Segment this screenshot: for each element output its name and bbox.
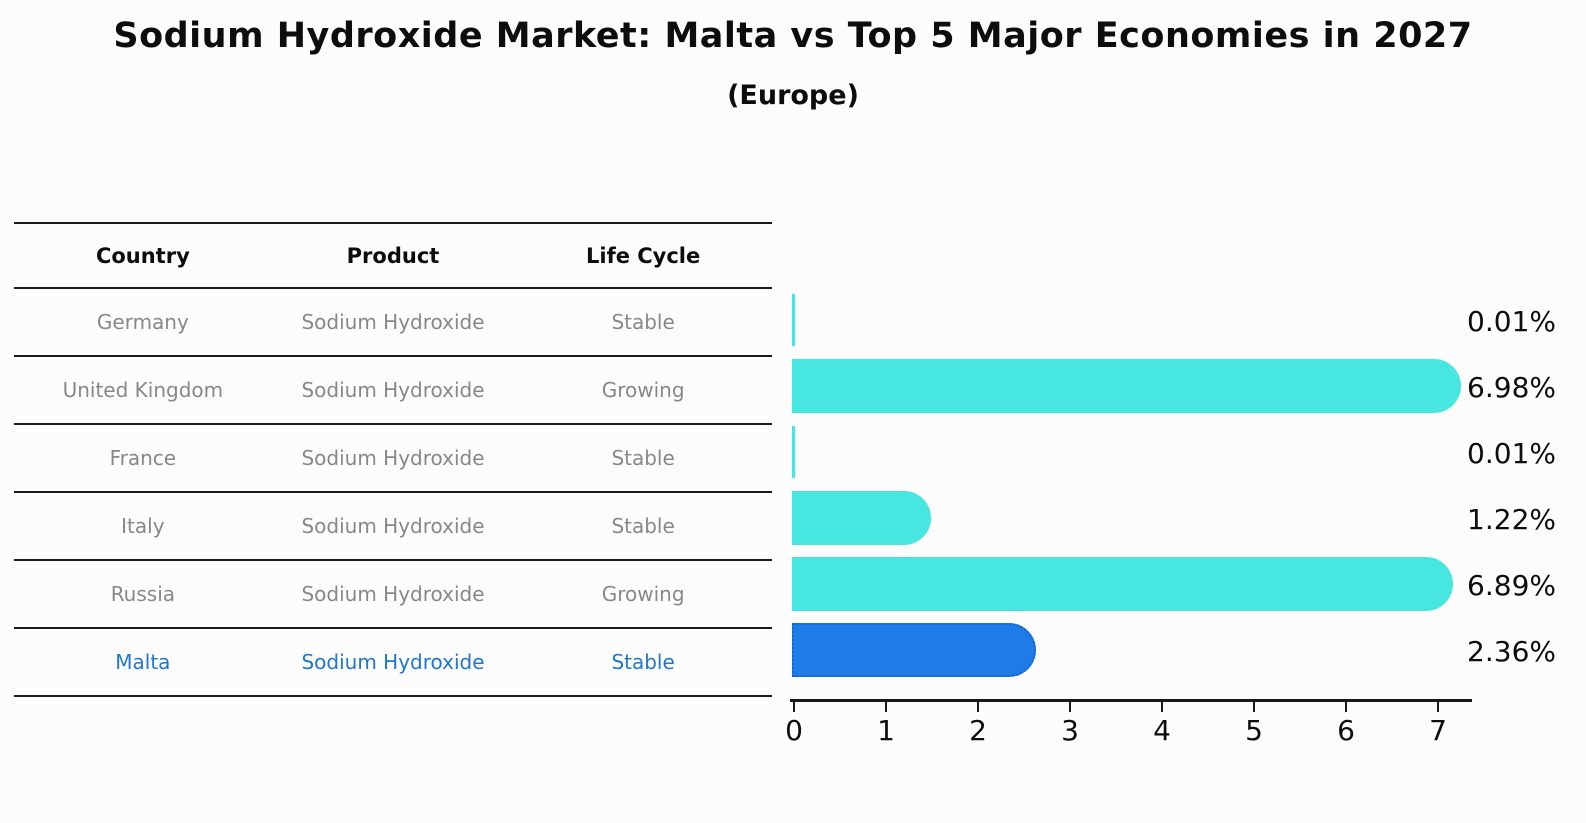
country-table: Country Product Life Cycle Germany Sodium… <box>14 222 772 697</box>
table-cell-life-cycle: Stable <box>611 650 675 674</box>
table-cell-product: Sodium Hydroxide <box>301 514 485 538</box>
table-row: United Kingdom Sodium Hydroxide Growing <box>14 357 772 425</box>
table-cell-product: Sodium Hydroxide <box>301 378 485 402</box>
table-row: Germany Sodium Hydroxide Stable <box>14 289 772 357</box>
bar-value-label: 2.36% <box>1467 635 1556 668</box>
x-axis-tick <box>793 702 795 712</box>
x-axis-tick <box>885 702 887 712</box>
table-cell-country: Russia <box>110 582 176 606</box>
table-cell-country: Italy <box>121 514 165 538</box>
x-axis-tick-label: 1 <box>877 714 895 747</box>
bar-value-label: 0.01% <box>1467 437 1556 470</box>
bar-united-kingdom <box>792 359 1462 413</box>
table-cell-life-cycle: Stable <box>611 514 675 538</box>
x-axis-tick <box>1437 702 1439 712</box>
table-cell-country: Malta <box>115 650 171 674</box>
table-header-lifecycle: Life Cycle <box>585 243 701 268</box>
table-row: Italy Sodium Hydroxide Stable <box>14 493 772 561</box>
x-axis <box>790 699 1473 702</box>
bar-value-label: 0.01% <box>1467 305 1556 338</box>
table-row: Malta Sodium Hydroxide Stable <box>14 629 772 697</box>
bar-malta <box>792 623 1037 677</box>
bar-value-label: 6.98% <box>1467 371 1556 404</box>
chart-title: Sodium Hydroxide Market: Malta vs Top 5 … <box>113 16 1473 56</box>
x-axis-tick-label: 0 <box>785 714 803 747</box>
table-row: Russia Sodium Hydroxide Growing <box>14 561 772 629</box>
x-axis-tick-label: 3 <box>1061 714 1079 747</box>
x-axis-tick <box>1253 702 1255 712</box>
x-axis-tick-label: 2 <box>969 714 987 747</box>
table-cell-life-cycle: Stable <box>611 446 675 470</box>
x-axis-tick <box>977 702 979 712</box>
x-axis-tick-label: 6 <box>1337 714 1355 747</box>
table-body: Germany Sodium Hydroxide Stable United King… <box>14 289 772 697</box>
x-axis-tick-label: 4 <box>1153 714 1171 747</box>
table-cell-country: France <box>109 446 177 470</box>
table-header-row: Country Product Life Cycle <box>14 222 772 289</box>
table-cell-product: Sodium Hydroxide <box>301 582 485 606</box>
x-axis-tick-label: 7 <box>1429 714 1447 747</box>
table-cell-country: United Kingdom <box>62 378 224 402</box>
table-cell-product: Sodium Hydroxide <box>301 650 485 674</box>
table-cell-product: Sodium Hydroxide <box>301 310 485 334</box>
bar-value-label: 6.89% <box>1467 569 1556 602</box>
table-cell-product: Sodium Hydroxide <box>301 446 485 470</box>
x-axis-tick-label: 5 <box>1245 714 1263 747</box>
table-row: France Sodium Hydroxide Stable <box>14 425 772 493</box>
table-header-product: Product <box>346 243 440 268</box>
chart-subtitle: (Europe) <box>727 80 859 111</box>
table-header-country: Country <box>95 243 190 268</box>
table-cell-life-cycle: Growing <box>601 582 685 606</box>
table-cell-life-cycle: Stable <box>611 310 675 334</box>
x-axis-tick <box>1161 702 1163 712</box>
table-cell-life-cycle: Growing <box>601 378 685 402</box>
table-cell-country: Germany <box>96 310 189 334</box>
x-axis-tick <box>1345 702 1347 712</box>
bar-russia <box>792 557 1453 611</box>
bar-value-label: 1.22% <box>1467 503 1556 536</box>
bar-italy <box>792 491 932 545</box>
bar-france <box>792 426 795 478</box>
bar-germany <box>792 294 795 346</box>
x-axis-tick <box>1069 702 1071 712</box>
